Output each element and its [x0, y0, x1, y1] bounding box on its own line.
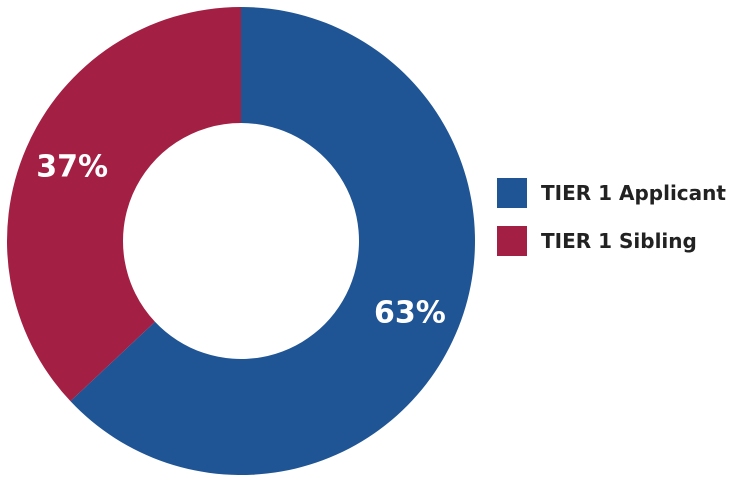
slice-tier-1-applicant [70, 7, 476, 475]
legend-swatch-applicant [497, 178, 527, 208]
slice-tier-1-sibling [6, 7, 242, 402]
legend-label-applicant: TIER 1 Applicant [541, 181, 726, 205]
slice-label-tier-1-applicant: 63% [374, 296, 446, 331]
legend-item-applicant: TIER 1 Applicant [497, 176, 726, 210]
chart-legend: TIER 1 Applicant TIER 1 Sibling [497, 176, 726, 272]
slice-label-tier-1-sibling: 37% [36, 149, 108, 184]
donut-slices [6, 7, 476, 475]
donut-slice-labels: 63% 37% [36, 149, 446, 330]
legend-swatch-sibling [497, 226, 527, 256]
legend-label-sibling: TIER 1 Sibling [541, 229, 697, 253]
legend-item-sibling: TIER 1 Sibling [497, 224, 726, 258]
